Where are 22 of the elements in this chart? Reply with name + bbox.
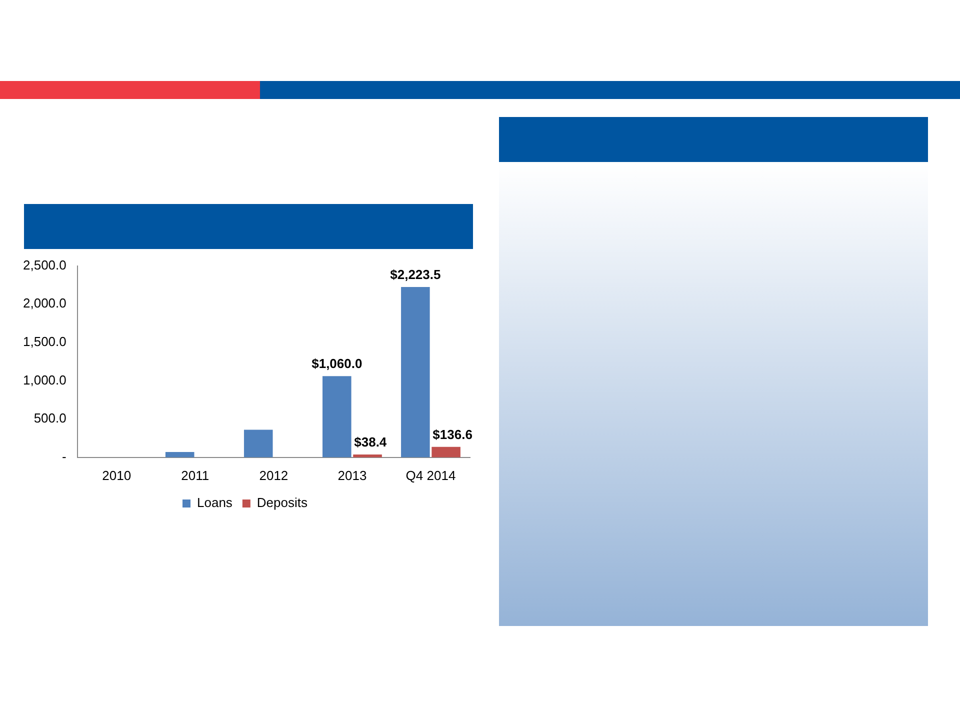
y-tick-label: 2,500.0 xyxy=(23,257,66,272)
legend-label: Deposits xyxy=(256,495,308,510)
bar xyxy=(322,376,352,458)
bar xyxy=(401,286,430,458)
data-label: $1,060.0 xyxy=(312,356,362,372)
y-tick-label: 1,000.0 xyxy=(23,372,66,388)
y-tick-label: 2,000.0 xyxy=(23,296,66,311)
data-label: $2,223.5 xyxy=(390,267,441,282)
y-tick-label: - xyxy=(62,448,66,464)
data-label: $38.4 xyxy=(354,434,388,450)
y-tick-label: 1,500.0 xyxy=(23,334,66,350)
x-tick-label: 2011 xyxy=(181,468,210,483)
legend-label: Loans xyxy=(197,495,233,510)
x-tick-label: 2012 xyxy=(259,468,288,483)
y-tick-label: 500.0 xyxy=(34,410,66,426)
bar xyxy=(165,452,194,458)
bar xyxy=(244,430,273,458)
bar xyxy=(432,446,460,458)
x-tick-label: 2010 xyxy=(102,468,132,483)
x-tick-label: 2013 xyxy=(338,468,367,483)
x-tick-label: Q4 2014 xyxy=(406,468,456,483)
data-label: $136.6 xyxy=(432,427,472,442)
